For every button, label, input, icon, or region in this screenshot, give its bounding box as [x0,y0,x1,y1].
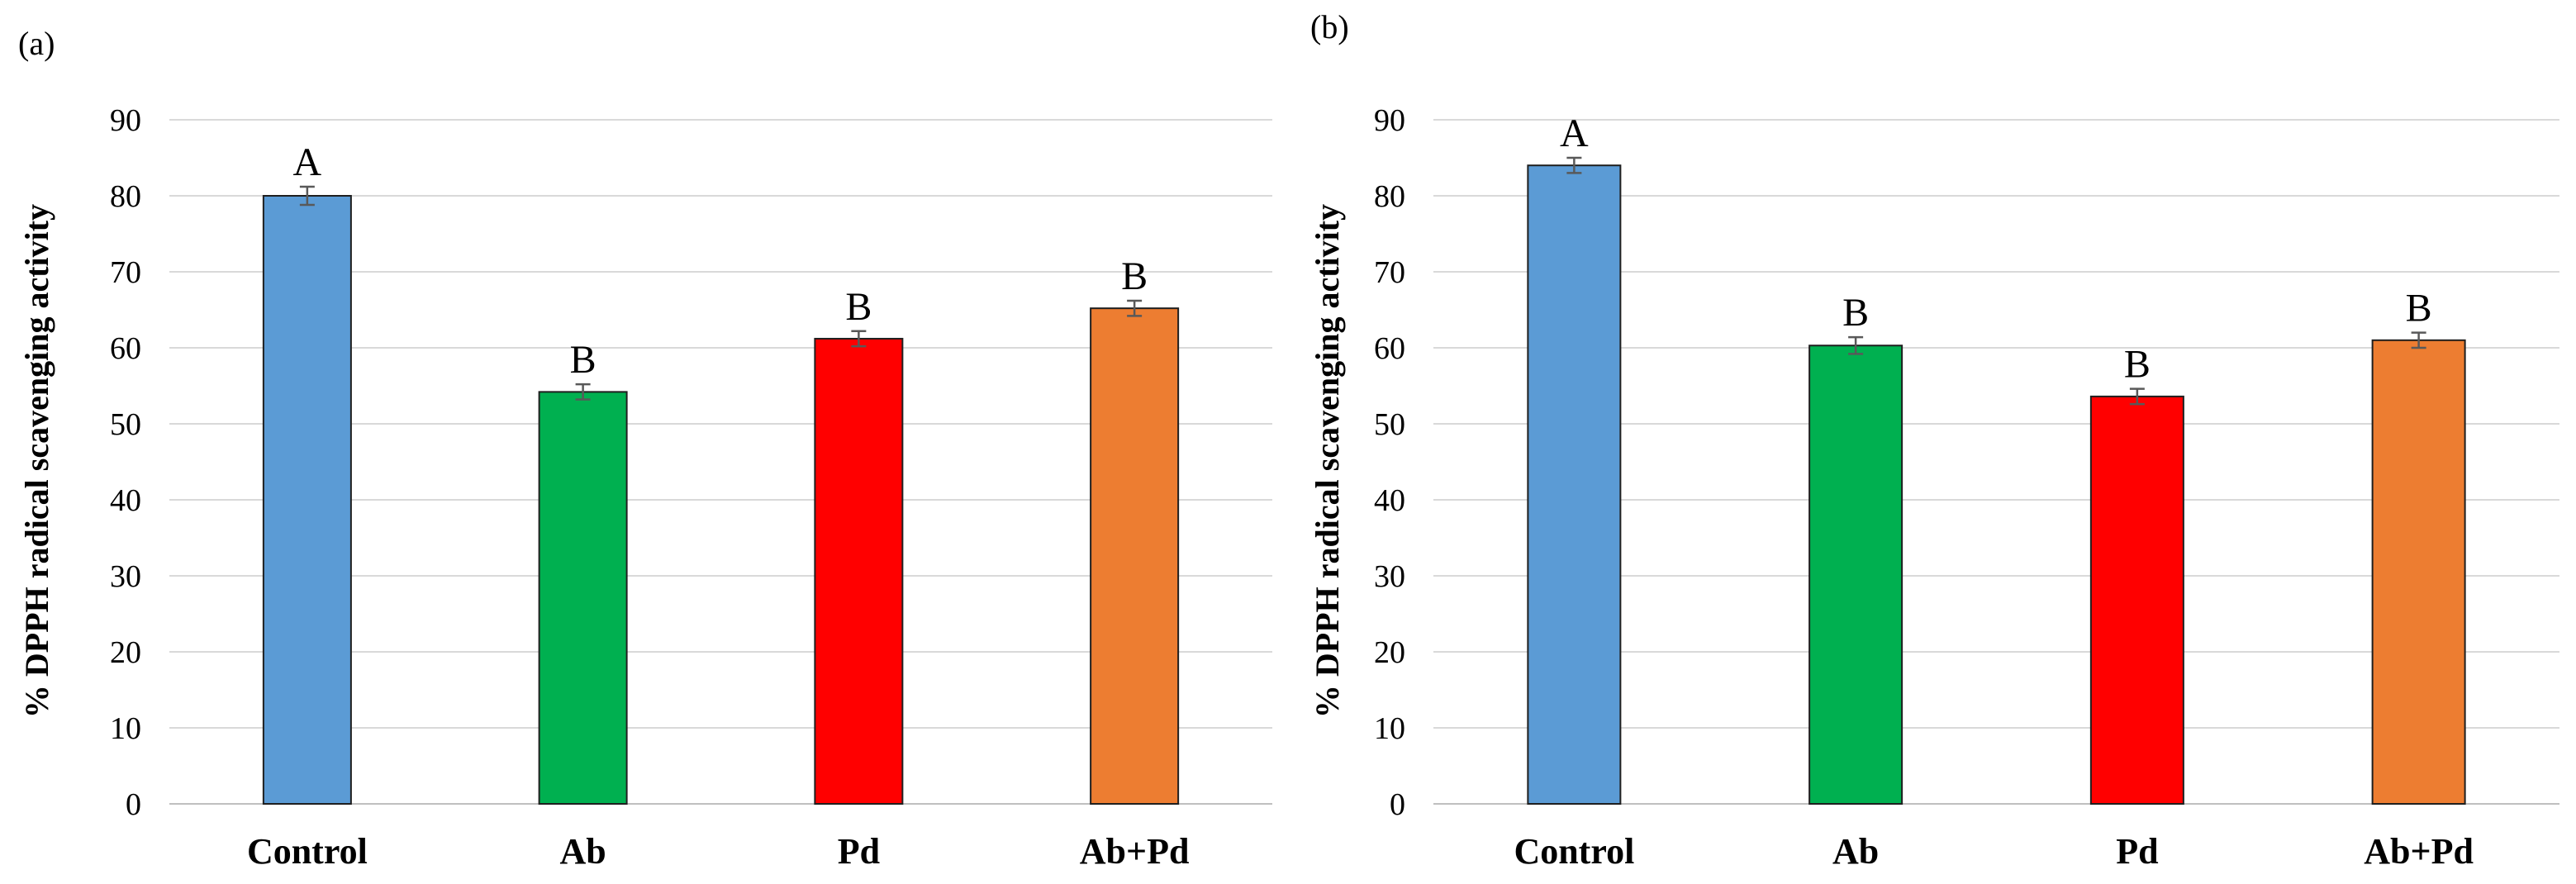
y-tick-label: 0 [1390,787,1405,822]
bar [1808,345,1903,805]
bar [1090,307,1180,806]
y-tick-label: 20 [1374,635,1405,670]
category-labels: Control Ab Pd Ab+Pd [1514,831,2474,872]
bar [2371,339,2466,805]
bar [2089,395,2184,805]
y-tick-label: 20 [110,635,141,670]
significance-letter: B [1842,291,1869,335]
y-tick-label: 50 [110,407,141,442]
y-tick-label: 70 [1374,255,1405,290]
y-tick-label: 80 [110,179,141,214]
chart-panel-b: (b) % DPPH radical scavenging activity 0… [1309,8,2559,872]
y-axis-label: % DPPH radical scavenging activity [18,204,55,718]
significance-letter: B [570,338,596,382]
y-tick-label: 40 [110,483,141,518]
y-tick-label: 10 [110,711,141,746]
category-label: Ab+Pd [1080,831,1190,872]
y-tick-label: 10 [1374,711,1405,746]
category-label: Control [247,831,368,872]
significance-letter: B [1121,254,1148,298]
gridlines [169,119,1272,805]
significance-letter: A [1560,112,1589,155]
significance-letter: B [845,285,872,329]
y-tick-label: 60 [1374,331,1405,366]
significance-letter: B [2406,287,2432,330]
y-tick-label: 40 [1374,483,1405,518]
y-tick-label: 30 [110,559,141,594]
significance-letter: A [293,140,322,184]
category-labels: Control Ab Pd Ab+Pd [247,831,1190,872]
y-tick-label: 0 [126,787,141,822]
y-tick-label: 60 [110,331,141,366]
bar [538,391,628,805]
category-label: Control [1514,831,1634,872]
bar [814,337,904,805]
bars: A B B B [262,140,1180,806]
significance-letter: B [2124,343,2151,387]
y-tick-label: 80 [1374,179,1405,214]
y-tick-label: 90 [110,103,141,138]
bar [1527,164,1622,805]
category-label: Ab+Pd [2364,831,2474,872]
y-tick-label: 70 [110,255,141,290]
y-axis-label: % DPPH radical scavenging activity [1309,204,1346,718]
y-tick-labels: 0 10 20 30 40 50 60 70 80 90 [110,103,141,822]
category-label: Pd [2116,831,2158,872]
bar [262,195,352,805]
category-label: Ab [1832,831,1879,872]
y-tick-label: 90 [1374,103,1405,138]
chart-panel-a: (a) % DPPH radical scavenging activity 0… [18,25,1272,872]
category-label: Pd [838,831,880,872]
y-tick-label: 50 [1374,407,1405,442]
panel-label: (a) [18,25,55,62]
bars: A B B B [1527,112,2466,805]
category-label: Ab [560,831,606,872]
y-tick-labels: 0 10 20 30 40 50 60 70 80 90 [1374,103,1405,822]
panel-label: (b) [1310,8,1349,45]
y-tick-label: 30 [1374,559,1405,594]
